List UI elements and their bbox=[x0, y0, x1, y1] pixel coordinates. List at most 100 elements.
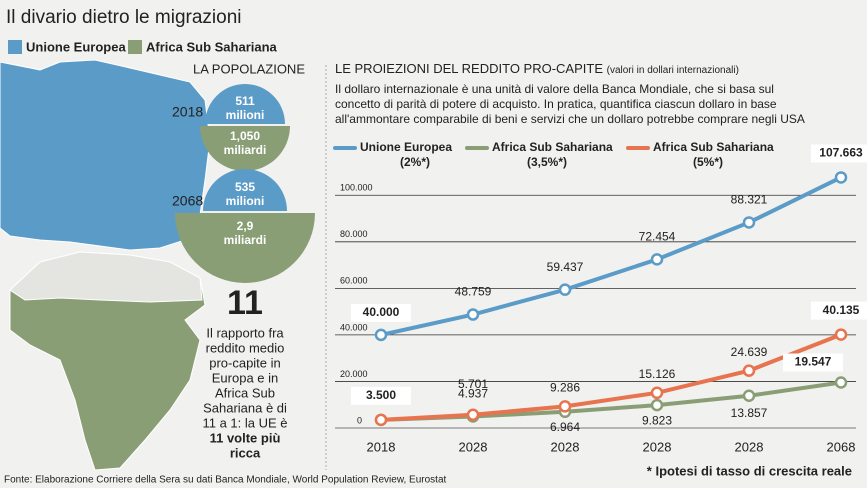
eu-unit: milioni bbox=[226, 194, 265, 208]
legend-name: Africa Sub Sahariana bbox=[492, 140, 613, 154]
point bbox=[650, 253, 664, 266]
chart-title-main: LE PROIEZIONI DEL REDDITO PRO-CAPITE bbox=[335, 61, 603, 76]
series-line bbox=[380, 332, 842, 422]
point bbox=[558, 400, 572, 413]
point bbox=[834, 376, 848, 389]
x-tick-label: 2068 bbox=[827, 439, 856, 454]
value-label: 24.639 bbox=[731, 345, 768, 359]
eu-pop: 511 bbox=[235, 94, 255, 108]
point bbox=[650, 398, 664, 412]
x-tick-label: 2018 bbox=[367, 439, 396, 454]
legend-name: Unione Europea bbox=[360, 140, 452, 154]
ratio-bold: ricca bbox=[230, 445, 261, 460]
chart-subtitle: (valori in dollari internazionali) bbox=[607, 65, 739, 76]
description: concetto di parità di potere di acquisto… bbox=[335, 97, 777, 111]
label-box bbox=[811, 144, 867, 163]
ratio-line: Il rapporto fra bbox=[206, 325, 284, 340]
value-label: 6.964 bbox=[550, 420, 580, 434]
ratio-line: Europa e in bbox=[212, 370, 279, 385]
legend-swatch bbox=[128, 40, 142, 54]
ratio-line: reddito medio bbox=[206, 340, 285, 355]
ratio-line: Africa Sub bbox=[215, 385, 275, 400]
value-label: 48.759 bbox=[455, 285, 492, 299]
ratio-bold: 11 volte più bbox=[210, 430, 281, 445]
value-label: 19.547 bbox=[795, 355, 832, 369]
north-africa-map bbox=[9, 251, 203, 303]
legend-growth: (3,5%*) bbox=[527, 155, 567, 169]
y-tick-label: 0 bbox=[357, 415, 362, 425]
series-line bbox=[380, 175, 842, 337]
point bbox=[374, 413, 388, 427]
point bbox=[742, 389, 756, 403]
legend-label: Africa Sub Sahariana bbox=[146, 39, 278, 54]
label-box bbox=[783, 353, 843, 372]
label-box bbox=[351, 303, 411, 322]
value-label: 15.126 bbox=[639, 367, 676, 381]
point bbox=[466, 308, 480, 321]
ratio-line: Sahariana è di bbox=[203, 400, 287, 415]
value-label: 4.937 bbox=[458, 387, 488, 401]
x-tick-label: 2028 bbox=[551, 439, 580, 454]
point bbox=[834, 171, 848, 184]
population-africa bbox=[200, 126, 290, 171]
y-tick-label: 100.000 bbox=[340, 183, 373, 193]
africa-unit: miliardi bbox=[224, 143, 267, 157]
point bbox=[558, 283, 572, 296]
value-label: 72.454 bbox=[639, 230, 676, 244]
note: * Ipotesi di tasso di crescita reale bbox=[647, 463, 852, 478]
value-label: 13.857 bbox=[731, 406, 768, 420]
point bbox=[466, 408, 480, 421]
population-africa bbox=[175, 213, 315, 283]
chart-title: LE PROIEZIONI DEL REDDITO PRO-CAPITE (va… bbox=[335, 61, 739, 76]
legend-swatch bbox=[8, 40, 22, 54]
source: Fonte: Elaborazione Corriere della Sera … bbox=[4, 475, 447, 486]
ratio-number: 11 bbox=[227, 284, 263, 322]
title: Il divario dietro le migrazioni bbox=[6, 7, 242, 28]
eu-pop: 535 bbox=[235, 180, 255, 194]
africa-pop: 2,9 bbox=[237, 219, 254, 233]
population-title: LA POPOLAZIONE bbox=[193, 61, 305, 76]
y-tick-label: 80.000 bbox=[340, 229, 368, 239]
ratio-line: pro-capite in bbox=[209, 355, 281, 370]
value-label: 9.286 bbox=[550, 381, 580, 395]
y-tick-label: 20.000 bbox=[340, 369, 368, 379]
point bbox=[742, 364, 756, 377]
value-label: 59.437 bbox=[547, 260, 584, 274]
x-tick-label: 2028 bbox=[643, 439, 672, 454]
point bbox=[374, 328, 388, 342]
point bbox=[650, 386, 664, 400]
x-tick-label: 2028 bbox=[459, 439, 488, 454]
value-label: 40.135 bbox=[823, 303, 860, 317]
label-box bbox=[351, 386, 411, 405]
value-label: 5.701 bbox=[458, 377, 488, 391]
legend-growth: (5%*) bbox=[693, 155, 723, 169]
description: all'ammontare comparabile di beni e serv… bbox=[335, 112, 805, 126]
ratio-line: 11 a 1: la UE è bbox=[202, 415, 287, 430]
x-tick-label: 2028 bbox=[735, 439, 764, 454]
value-label: 88.321 bbox=[731, 193, 768, 207]
legend-label: Unione Europea bbox=[26, 39, 126, 54]
year: 2068 bbox=[172, 193, 203, 209]
y-tick-label: 40.000 bbox=[340, 322, 368, 332]
africa-unit: miliardi bbox=[224, 233, 267, 247]
eu-unit: milioni bbox=[226, 108, 265, 122]
value-label: 40.000 bbox=[363, 305, 400, 319]
value-label: 9.823 bbox=[642, 413, 672, 427]
value-label: 3.500 bbox=[366, 388, 396, 402]
chart: Il dollaro internazionale è una unità di… bbox=[333, 82, 867, 478]
population-eu bbox=[205, 84, 285, 124]
year: 2018 bbox=[172, 104, 203, 120]
legend-growth: (2%*) bbox=[400, 155, 430, 169]
africa-pop: 1,050 bbox=[230, 129, 260, 143]
europe-map bbox=[0, 59, 211, 251]
point bbox=[742, 216, 756, 229]
point bbox=[834, 328, 848, 341]
population-eu bbox=[203, 169, 287, 211]
legend-name: Africa Sub Sahariana bbox=[653, 140, 774, 154]
label-box bbox=[811, 301, 867, 320]
y-tick-label: 60.000 bbox=[340, 276, 368, 286]
value-label: 107.663 bbox=[819, 146, 863, 160]
description: Il dollaro internazionale è una unità di… bbox=[335, 82, 774, 96]
